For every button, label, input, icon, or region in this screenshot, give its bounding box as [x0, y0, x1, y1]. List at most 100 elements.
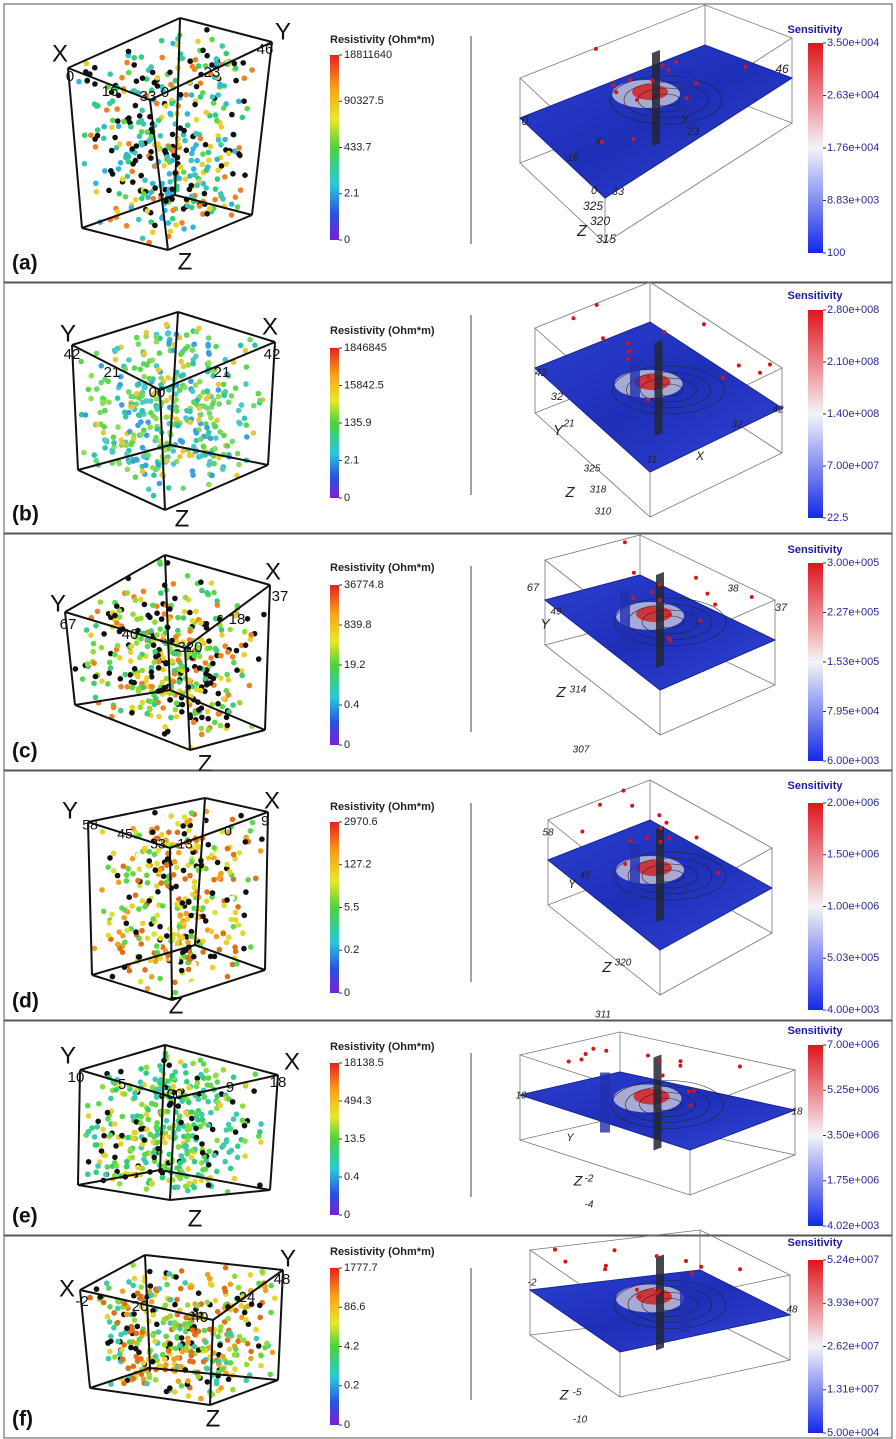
scatter-point	[161, 1356, 168, 1362]
scatter-point	[153, 1124, 160, 1130]
scatter-point	[128, 920, 134, 926]
scatter-point	[129, 404, 135, 410]
scatter-point	[146, 898, 152, 904]
cube-axis-label: 0	[224, 823, 232, 839]
scatter-point	[191, 443, 197, 450]
scatter-point	[137, 654, 143, 661]
scatter-point	[143, 1159, 149, 1166]
sensitivity-tick-label: 5.00e+004	[827, 1427, 879, 1439]
scatter-point	[177, 1175, 183, 1182]
scatter-point	[183, 147, 190, 154]
cube-edge	[71, 311, 179, 346]
scatter-point	[147, 398, 154, 404]
scatter-point	[158, 880, 165, 886]
electrode	[650, 78, 655, 83]
scatter-point	[225, 649, 231, 655]
scatter-point	[138, 129, 145, 135]
scatter-point	[130, 1375, 137, 1382]
slice-axis-label: 0	[522, 114, 529, 128]
scatter-point	[114, 1319, 121, 1326]
scatter-point	[148, 628, 154, 634]
scatter-point	[186, 827, 192, 834]
vertical-slice	[656, 826, 664, 922]
scatter-point	[231, 659, 237, 666]
cube-edge	[79, 1044, 166, 1071]
cube-edge	[74, 689, 171, 706]
scatter-point	[141, 845, 148, 852]
scatter-point	[116, 141, 123, 147]
scatter-point	[188, 912, 194, 919]
scatter-point	[231, 1273, 238, 1280]
scatter-point	[152, 1377, 159, 1383]
scatter-point	[126, 409, 132, 416]
scatter-point	[179, 1348, 185, 1355]
cube-edge	[77, 1169, 161, 1186]
scatter-point	[177, 164, 184, 170]
panel-label: (d)	[12, 990, 39, 1013]
scatter-point	[229, 654, 236, 660]
resistivity-tick-label: 0	[344, 234, 350, 246]
scatter-point	[124, 173, 131, 180]
scatter-point	[203, 396, 210, 402]
scatter-point	[249, 67, 255, 73]
scatter-point	[127, 974, 133, 981]
electrode	[664, 820, 669, 825]
scatter-point	[244, 434, 250, 440]
scatter-point	[181, 608, 188, 615]
scatter-point	[249, 819, 256, 826]
scatter-point	[118, 1068, 124, 1075]
scatter-point	[188, 378, 194, 385]
scatter-point	[144, 362, 150, 368]
scatter-point	[204, 590, 210, 596]
scatter-point	[197, 687, 204, 694]
scatter-point	[181, 921, 187, 927]
scatter-point	[255, 1343, 262, 1349]
scatter-point	[119, 1356, 126, 1362]
scatter-point	[183, 332, 190, 338]
scatter-point	[236, 98, 242, 105]
scatter-point	[205, 349, 212, 356]
scatter-point	[169, 196, 175, 202]
scatter-point	[122, 414, 129, 420]
scatter-point	[113, 1086, 119, 1093]
scatter-point	[184, 1078, 190, 1085]
scatter-point	[204, 1299, 211, 1306]
scatter-point	[193, 116, 200, 123]
scatter-point	[193, 83, 200, 90]
scatter-point	[163, 1388, 170, 1395]
contour	[627, 857, 713, 895]
scatter-point	[194, 1080, 201, 1086]
scatter-point	[241, 415, 248, 422]
sensitivity-patch	[636, 860, 672, 876]
scatter-point	[122, 671, 129, 678]
electrode	[598, 802, 602, 807]
scatter-point	[258, 1362, 264, 1369]
scatter-point	[101, 424, 107, 430]
scatter-point	[144, 1126, 150, 1133]
scatter-point	[211, 74, 218, 81]
electrode	[705, 591, 710, 596]
scatter-point	[163, 1118, 170, 1124]
scatter-point	[127, 1146, 134, 1153]
scatter-point	[177, 1087, 183, 1094]
scatter-point	[107, 71, 113, 77]
scatter-point	[155, 665, 162, 671]
scatter-point	[193, 1134, 200, 1141]
scatter-point	[202, 63, 209, 69]
cube-edge	[204, 797, 269, 813]
scatter-point	[144, 985, 151, 992]
scatter-point	[232, 948, 239, 955]
scatter-point	[217, 910, 223, 917]
scatter-point	[253, 1335, 260, 1342]
electrode	[738, 1267, 743, 1272]
cube-axis-label: 18	[229, 611, 246, 628]
scatter-point	[222, 1288, 229, 1295]
scatter-point	[107, 665, 114, 671]
electrode	[702, 322, 706, 327]
scatter-point	[230, 876, 237, 882]
scatter-point	[152, 466, 159, 473]
scatter-point	[100, 908, 107, 915]
slice-axis-label: X	[593, 136, 602, 148]
slice-axis-label: 311	[595, 1010, 611, 1021]
scatter-point	[239, 114, 246, 121]
